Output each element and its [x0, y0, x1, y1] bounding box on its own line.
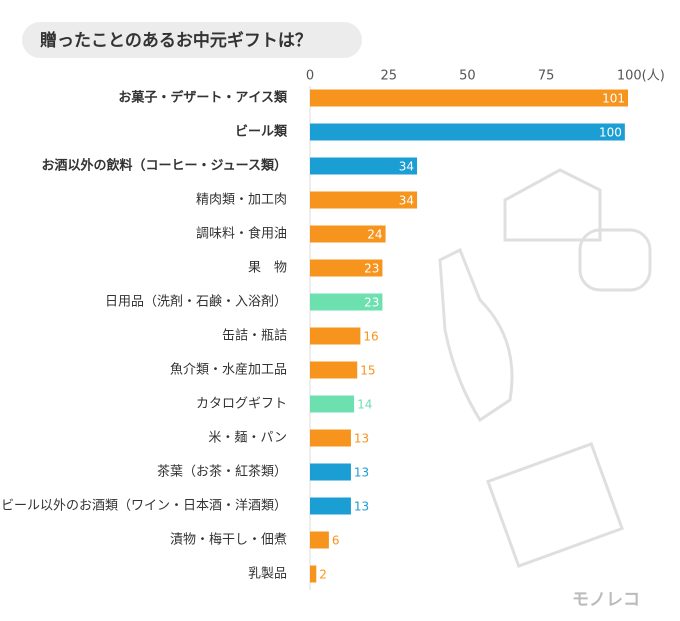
- value-label: 34: [399, 160, 414, 174]
- bar: [310, 497, 351, 515]
- value-label: 13: [354, 466, 369, 480]
- x-tick-label: 25: [380, 69, 397, 84]
- bar: [310, 327, 361, 345]
- category-label: カタログギフト: [196, 397, 287, 412]
- value-label: 101: [602, 92, 625, 106]
- category-label: 乳製品: [248, 567, 287, 582]
- bar: [310, 259, 383, 277]
- value-label: 100: [599, 126, 622, 140]
- decoration: [438, 168, 652, 569]
- category-label: お菓子・デザート・アイス類: [118, 90, 288, 106]
- bar: [310, 157, 418, 175]
- category-label: 米・麺・パン: [208, 431, 287, 446]
- bar: [310, 123, 625, 141]
- category-label: ビール類: [235, 124, 288, 140]
- category-label: 茶葉（お茶・紅茶類）: [157, 464, 287, 480]
- category-label: 漬物・梅干し・佃煮: [170, 533, 287, 548]
- value-label: 6: [332, 534, 340, 548]
- value-label: 2: [319, 568, 327, 582]
- x-tick-label: 0: [306, 69, 314, 84]
- bar: [310, 463, 351, 481]
- category-label: お酒以外の飲料（コーヒー・ジュース類）: [42, 158, 287, 174]
- bar: [310, 293, 383, 311]
- bar: [310, 531, 329, 549]
- x-tick-label: 100(人): [617, 69, 665, 84]
- bar: [310, 191, 418, 209]
- bar: [310, 395, 355, 413]
- brand: モノレコ: [572, 590, 640, 610]
- value-label: 14: [357, 398, 372, 412]
- value-label: 34: [399, 194, 414, 208]
- bar: [310, 361, 358, 379]
- category-label: 魚介類・水産加工品: [170, 362, 287, 378]
- bar: [310, 225, 386, 243]
- bar: [310, 565, 317, 583]
- value-label: 23: [364, 296, 379, 310]
- value-label: 13: [354, 432, 369, 446]
- category-label: 果 物: [248, 261, 287, 276]
- category-label: ビール以外のお酒類（ワイン・日本酒・洋酒類）: [1, 499, 287, 514]
- title-pill: [22, 22, 362, 58]
- chart-title: 贈ったことのあるお中元ギフトは？: [40, 30, 312, 51]
- category-label: 精肉類・加工肉: [196, 193, 287, 208]
- value-label: 15: [360, 364, 375, 378]
- value-label: 23: [364, 262, 379, 276]
- category-label: 調味料・食用油: [196, 226, 287, 242]
- category-label: 日用品（洗剤・石鹸・入浴剤）: [105, 294, 287, 310]
- bar: [310, 89, 628, 107]
- value-label: 24: [367, 228, 382, 242]
- value-label: 13: [354, 500, 369, 514]
- category-label: 缶詰・瓶詰: [222, 328, 287, 344]
- x-tick-label: 50: [459, 69, 476, 84]
- value-label: 16: [363, 330, 378, 344]
- bar: [310, 429, 351, 447]
- x-tick-label: 75: [538, 69, 555, 84]
